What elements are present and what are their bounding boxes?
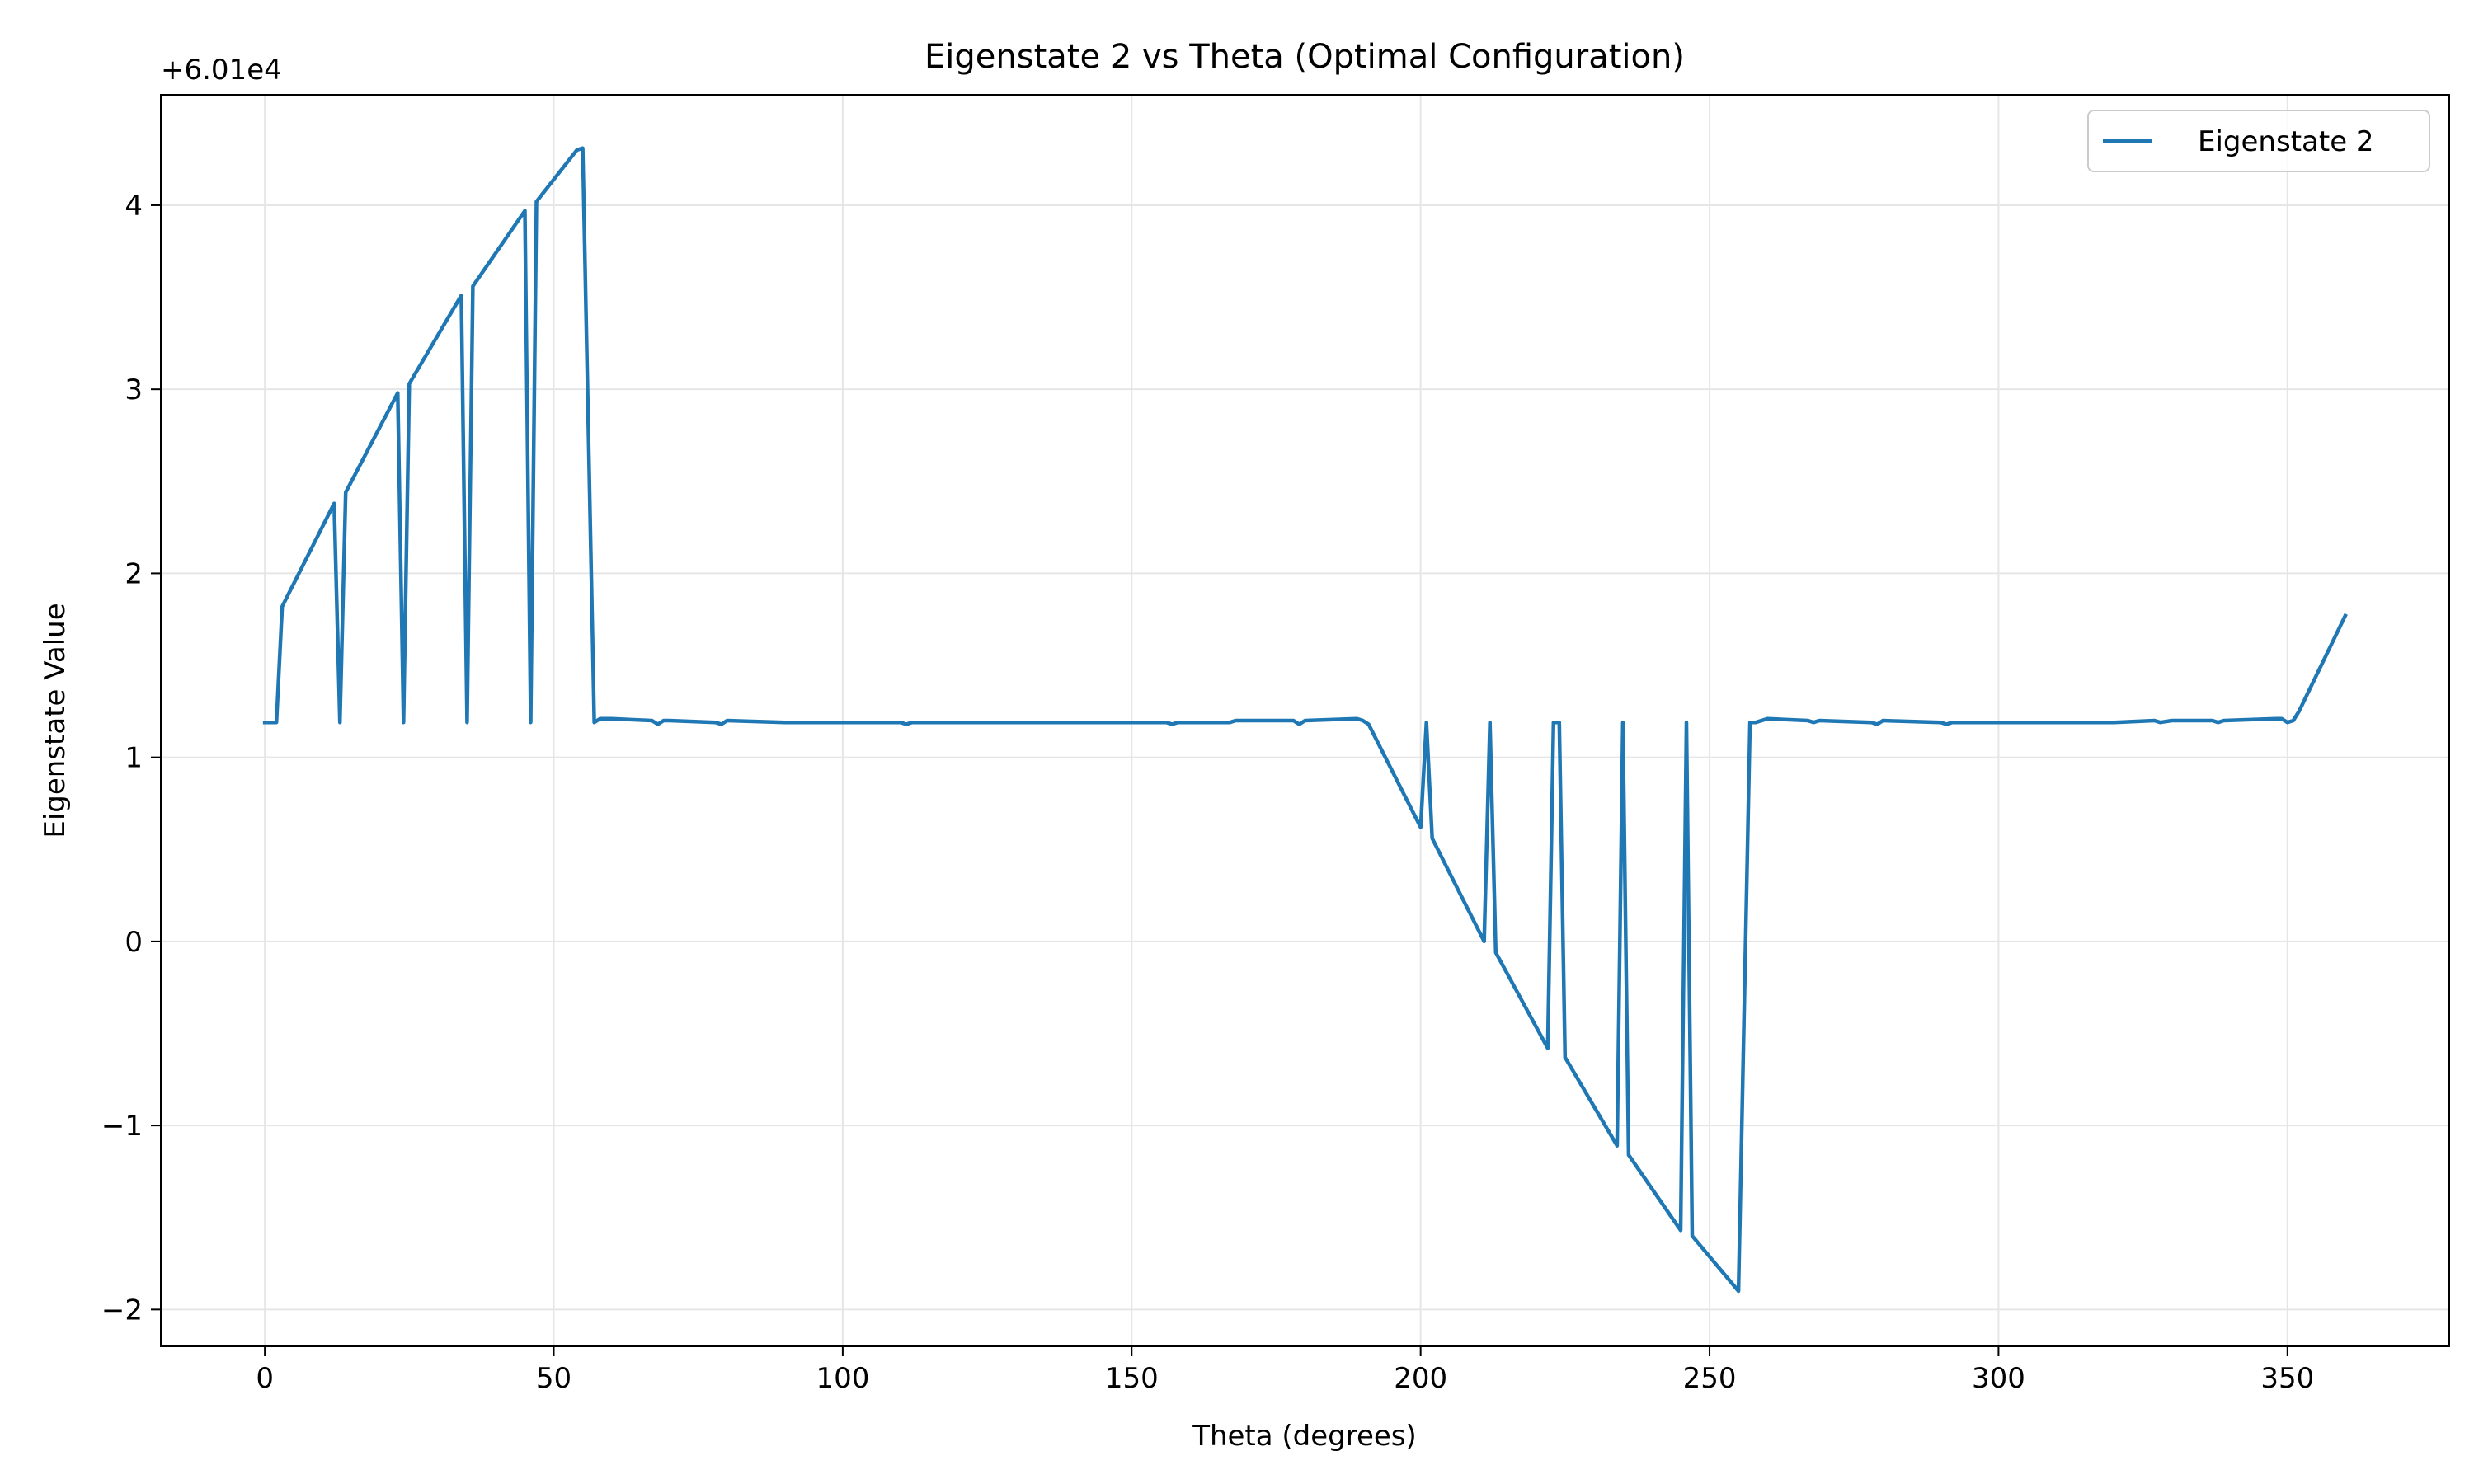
x-tick-label: 350 xyxy=(2260,1362,2314,1395)
y-tick-label: −1 xyxy=(101,1110,143,1143)
x-axis: 0 50 100 150 200 250 300 350 xyxy=(256,1346,2314,1395)
x-tick-label: 200 xyxy=(1394,1362,1447,1395)
x-axis-label: Theta (degrees) xyxy=(1192,1420,1417,1453)
x-tick-label: 50 xyxy=(536,1362,571,1395)
y-tick-label: 0 xyxy=(125,926,143,959)
axes-frame xyxy=(160,94,2450,1347)
x-tick-label: 0 xyxy=(256,1362,274,1395)
legend-box xyxy=(2087,110,2430,172)
x-tick-label: 100 xyxy=(816,1362,869,1395)
grid xyxy=(161,95,2449,1346)
x-tick-label: 150 xyxy=(1105,1362,1159,1395)
y-offset-label: +6.01e4 xyxy=(161,54,282,87)
y-tick-label: −2 xyxy=(101,1294,143,1327)
chart-title: Eigenstate 2 vs Theta (Optimal Configura… xyxy=(924,38,1685,76)
series-line-eigenstate-2 xyxy=(262,146,2348,1294)
y-tick-label: 3 xyxy=(125,373,143,406)
plot-area xyxy=(262,146,2348,1294)
x-tick-label: 300 xyxy=(1972,1362,2025,1395)
legend: Eigenstate 2 xyxy=(2087,110,2430,172)
y-tick-label: 2 xyxy=(125,557,143,590)
x-tick-label: 250 xyxy=(1683,1362,1737,1395)
y-tick-label: 1 xyxy=(125,742,143,775)
y-axis: −2 −1 0 1 2 3 4 xyxy=(101,190,161,1327)
y-tick-label: 4 xyxy=(125,190,143,223)
y-axis-label: Eigenstate Value xyxy=(39,603,72,838)
legend-label-eigenstate-2: Eigenstate 2 xyxy=(2198,125,2374,158)
